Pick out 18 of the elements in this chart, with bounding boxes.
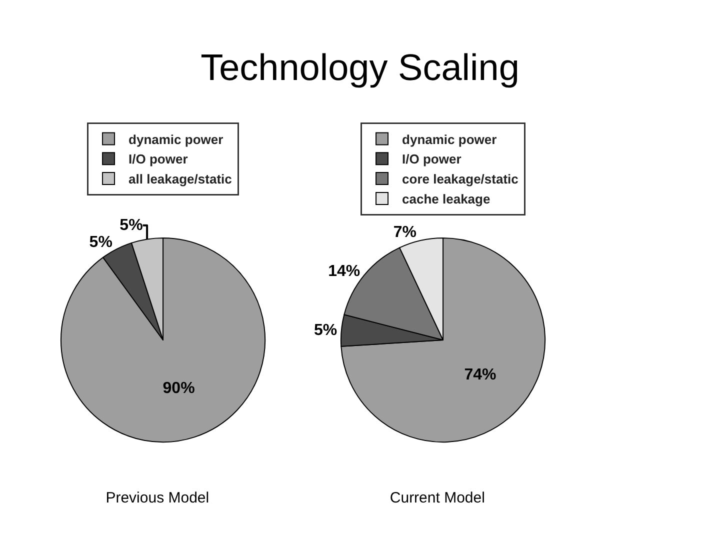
legend-label: dynamic power: [402, 132, 497, 147]
legend-label: I/O power: [128, 152, 188, 167]
legend-label: core leakage/static: [402, 172, 518, 187]
data-label: 90%: [162, 380, 195, 398]
data-label: 74%: [464, 366, 496, 384]
data-label: 5%: [314, 322, 338, 339]
data-label: 7%: [393, 224, 417, 241]
legend-label: all leakage/static: [128, 172, 232, 187]
data-label: 5%: [89, 234, 112, 251]
pie-slice: [60, 237, 266, 442]
legend-label: dynamic power: [128, 132, 224, 147]
legend-label: I/O power: [402, 152, 462, 167]
data-label: 14%: [328, 263, 360, 280]
legend-label: cache leakage: [402, 192, 490, 207]
text: Previous Model: [106, 490, 210, 507]
data-label: 5%: [120, 216, 143, 234]
text: Technology Scaling: [200, 47, 520, 89]
text: Current Model: [390, 490, 485, 507]
